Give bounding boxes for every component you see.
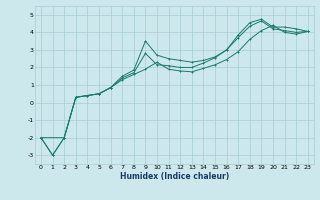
X-axis label: Humidex (Indice chaleur): Humidex (Indice chaleur) <box>120 172 229 181</box>
